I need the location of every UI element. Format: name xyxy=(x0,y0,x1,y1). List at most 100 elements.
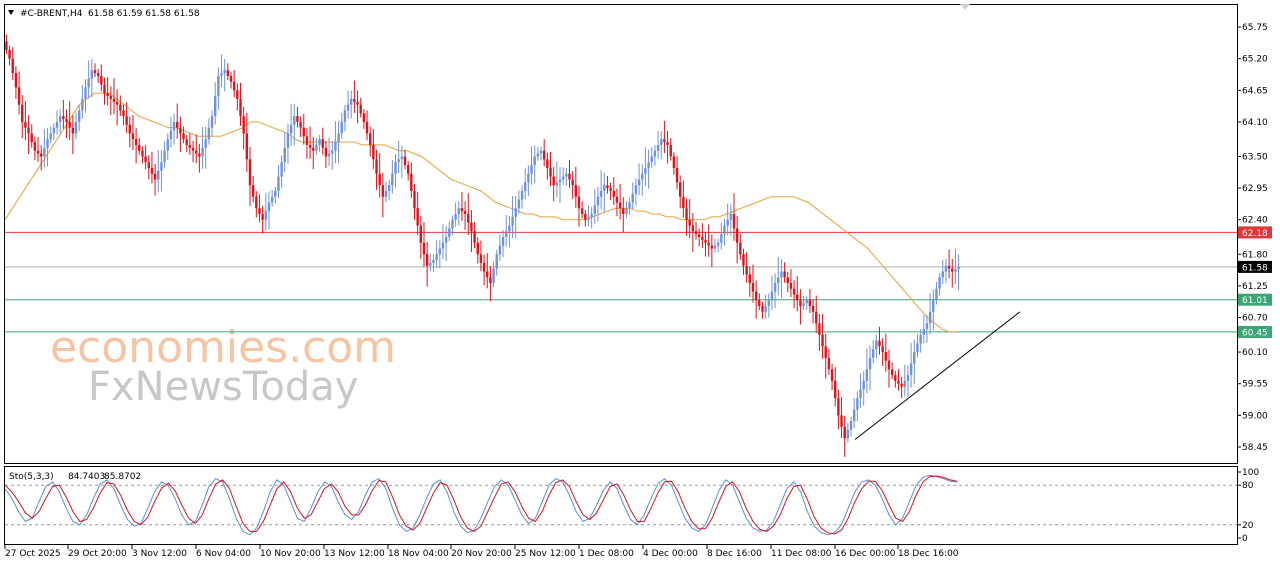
dropdown-triangle-icon[interactable] xyxy=(8,10,14,15)
candle-body xyxy=(887,360,891,370)
candle-body xyxy=(283,147,286,163)
candle-body xyxy=(909,363,913,376)
stochastic-panel[interactable]: 100 80 20 0 Sto(5,3,3) 84.7403 85.8702 xyxy=(4,466,1260,545)
candle-body xyxy=(353,98,356,102)
candle-body xyxy=(751,283,755,292)
ohlc-readout: 61.58 61.59 61.58 61.58 xyxy=(88,9,200,19)
candle-body xyxy=(119,104,122,111)
candle-body xyxy=(245,133,249,160)
price-panel-frame xyxy=(4,4,1238,464)
candle-body xyxy=(416,208,419,226)
candle-body xyxy=(308,144,312,148)
candle-body xyxy=(21,104,24,122)
stochastic-signal-line xyxy=(4,475,958,535)
candle-body xyxy=(84,87,87,99)
candle-body xyxy=(185,139,188,145)
price-tag-label: 61.01 xyxy=(1242,296,1268,306)
candle-body xyxy=(875,340,878,350)
candle-body xyxy=(277,176,280,191)
candle-body xyxy=(438,248,441,255)
candle-body xyxy=(232,81,236,91)
time-tick-label: 4 Dec 00:00 xyxy=(643,549,698,559)
candle-body xyxy=(65,119,68,122)
candle-body xyxy=(179,127,182,134)
candle-body xyxy=(634,185,638,194)
candle-body xyxy=(546,159,549,168)
candle-body xyxy=(223,70,226,74)
candle-body xyxy=(378,173,381,186)
candle-body xyxy=(441,242,445,249)
candle-body xyxy=(255,196,258,209)
candle-body xyxy=(789,283,793,289)
candle-body xyxy=(495,254,498,269)
candle-body xyxy=(590,213,593,217)
candle-body xyxy=(954,269,957,272)
candle-body xyxy=(479,254,483,263)
candle-body xyxy=(429,262,432,266)
price-panel[interactable]: 65.75 65.20 64.65 64.10 63.50 62.95 62.40 61.80… xyxy=(4,4,1273,464)
candle-body xyxy=(849,421,853,430)
price-tick-label: 60.70 xyxy=(1242,314,1268,324)
price-tick-label: 61.25 xyxy=(1242,282,1268,292)
candle-body xyxy=(520,190,524,200)
candle-body xyxy=(916,343,919,353)
candle-body xyxy=(622,208,625,214)
candle-body xyxy=(713,245,717,249)
candle-body xyxy=(160,162,163,171)
candle-body xyxy=(884,352,888,361)
candle-body xyxy=(226,70,230,76)
candle-body xyxy=(878,340,881,347)
candle-body xyxy=(62,116,65,120)
candle-body xyxy=(840,415,843,427)
candle-body xyxy=(666,142,669,145)
candle-body xyxy=(451,219,454,229)
candle-body xyxy=(81,98,84,111)
candle-body xyxy=(115,101,119,105)
candle-body xyxy=(96,73,100,76)
candle-body xyxy=(818,323,821,335)
candle-body xyxy=(644,167,647,174)
candle-body xyxy=(688,219,691,226)
trendline[interactable] xyxy=(854,311,1021,440)
candle-body xyxy=(27,127,30,134)
candle-body xyxy=(90,70,94,79)
candle-body xyxy=(68,121,71,128)
candle-body xyxy=(289,124,293,134)
candle-body xyxy=(932,300,935,312)
candle-body xyxy=(14,73,18,88)
candle-body xyxy=(723,225,726,235)
candle-body xyxy=(922,329,925,335)
time-tick-label: 13 Nov 12:00 xyxy=(324,549,385,559)
candle-body xyxy=(720,234,723,243)
price-tag-label: 60.45 xyxy=(1242,328,1268,338)
candle-body xyxy=(669,144,672,157)
candle-body xyxy=(609,188,612,191)
candle-body xyxy=(862,380,865,390)
shift-marker-icon[interactable] xyxy=(960,4,970,10)
candle-body xyxy=(641,173,644,180)
candle-body xyxy=(685,208,688,220)
candle-body xyxy=(574,185,578,197)
candle-body xyxy=(777,277,780,284)
candle-body xyxy=(400,156,404,160)
candle-body xyxy=(17,87,21,105)
candle-body xyxy=(470,222,473,232)
time-axis: 27 Oct 2025 29 Oct 20:00 3 Nov 12:00 6 Nov … xyxy=(4,545,959,559)
price-tag-support xyxy=(1238,293,1272,306)
candle-body xyxy=(381,185,385,197)
candle-body xyxy=(49,133,52,140)
candle-body xyxy=(74,121,78,134)
candle-body xyxy=(897,380,900,384)
candle-body xyxy=(106,93,109,97)
candle-body xyxy=(302,127,305,137)
candle-body xyxy=(296,116,299,122)
candle-body xyxy=(780,271,783,278)
candle-body xyxy=(217,75,220,97)
candle-body xyxy=(410,173,413,191)
price-tick-label: 59.55 xyxy=(1242,380,1268,390)
candle-body xyxy=(739,242,742,255)
stochastic-signal-value: 85.8702 xyxy=(104,472,141,482)
candle-body xyxy=(618,202,622,209)
time-tick-label: 20 Nov 20:00 xyxy=(451,549,512,559)
